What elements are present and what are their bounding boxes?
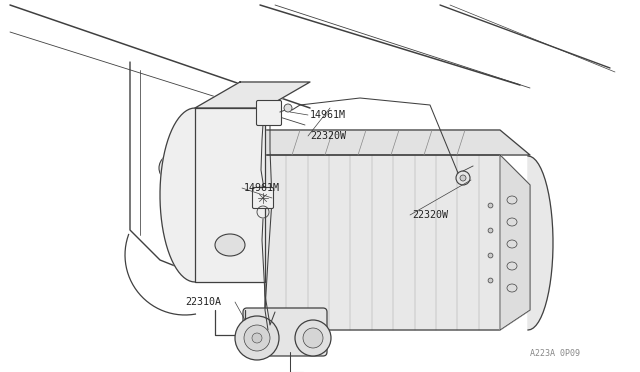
Text: 22320W: 22320W bbox=[412, 210, 448, 220]
Text: 14961M: 14961M bbox=[310, 110, 346, 120]
Polygon shape bbox=[265, 155, 530, 330]
Polygon shape bbox=[265, 130, 530, 155]
Polygon shape bbox=[195, 108, 265, 282]
Text: 14961M: 14961M bbox=[244, 183, 280, 193]
Text: A223A 0P09: A223A 0P09 bbox=[530, 349, 580, 358]
Ellipse shape bbox=[166, 158, 190, 178]
Text: 22320W: 22320W bbox=[310, 131, 346, 141]
Circle shape bbox=[284, 104, 292, 112]
Circle shape bbox=[295, 320, 331, 356]
Circle shape bbox=[460, 175, 466, 181]
Circle shape bbox=[252, 333, 262, 343]
Circle shape bbox=[456, 171, 470, 185]
Text: 22310A: 22310A bbox=[185, 297, 221, 307]
Polygon shape bbox=[500, 155, 530, 330]
Circle shape bbox=[303, 328, 323, 348]
Circle shape bbox=[235, 316, 279, 360]
FancyBboxPatch shape bbox=[253, 187, 273, 208]
FancyBboxPatch shape bbox=[243, 308, 327, 356]
Ellipse shape bbox=[159, 152, 197, 184]
Polygon shape bbox=[160, 108, 195, 282]
FancyBboxPatch shape bbox=[257, 100, 282, 125]
Circle shape bbox=[244, 325, 270, 351]
Polygon shape bbox=[195, 82, 310, 108]
Ellipse shape bbox=[215, 234, 245, 256]
Polygon shape bbox=[528, 156, 553, 330]
